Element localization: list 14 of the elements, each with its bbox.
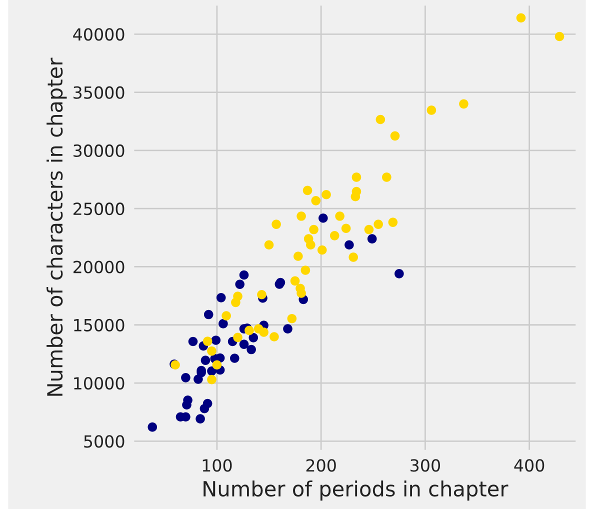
y-tick-label: 30000 bbox=[74, 144, 124, 158]
x-tick-label: 300 bbox=[410, 459, 440, 472]
y-axis-title: Number of characters in chapter bbox=[46, 58, 67, 396]
y-tick-label: 20000 bbox=[74, 260, 124, 274]
x-tick-label: 100 bbox=[202, 459, 232, 472]
y-tick-label: 15000 bbox=[74, 318, 124, 332]
x-tick-label: 200 bbox=[306, 459, 336, 472]
x-axis-title: Number of periods in chapter bbox=[204, 480, 508, 501]
y-tick-label: 5000 bbox=[84, 435, 124, 448]
y-tick-label: 35000 bbox=[74, 86, 124, 99]
y-tick-label: 40000 bbox=[73, 28, 124, 41]
x-tick-label: 400 bbox=[514, 459, 544, 472]
y-tick-label: 25000 bbox=[74, 202, 124, 216]
y-tick-label: 10000 bbox=[74, 376, 124, 390]
